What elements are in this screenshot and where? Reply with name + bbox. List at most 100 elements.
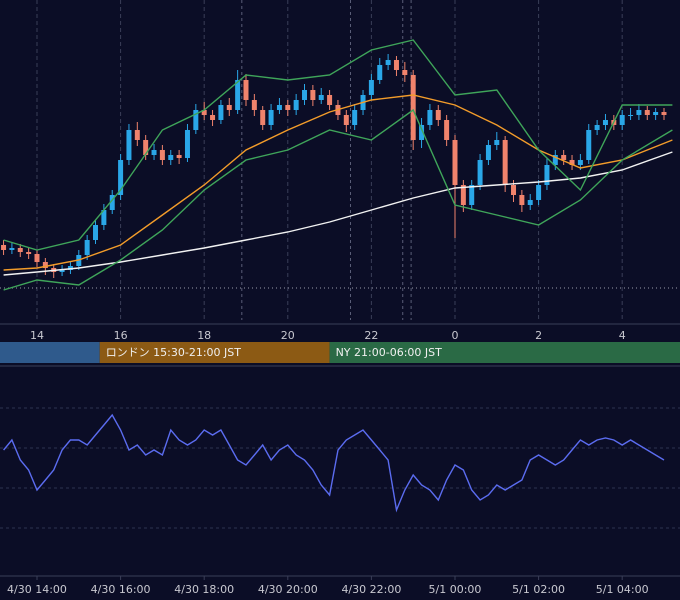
candle-body [243, 80, 249, 100]
candle-body [502, 140, 508, 185]
candle-body [410, 75, 416, 140]
candle-body [427, 110, 433, 125]
candle-body [143, 140, 149, 155]
candle-body [159, 150, 165, 160]
candle-body [435, 110, 441, 120]
x-tick-label: 4/30 14:00 [7, 583, 67, 596]
candle-body [42, 262, 48, 268]
x-tick-label: 16 [114, 329, 128, 342]
line-series [3, 39, 673, 251]
candle-body [251, 100, 257, 110]
candle-body [318, 95, 324, 100]
candle-body [536, 185, 542, 200]
x-tick-label: 4/30 22:00 [341, 583, 401, 596]
candle-body [653, 112, 659, 115]
candle-body [644, 110, 650, 115]
candle-body [460, 185, 466, 205]
candle-body [293, 100, 299, 110]
candle-body [569, 160, 575, 165]
candle-body [109, 195, 115, 210]
candle-body [210, 115, 216, 120]
candle-body [636, 110, 642, 115]
session-band [99, 342, 330, 363]
candle-body [594, 125, 600, 130]
candle-body [661, 112, 667, 115]
candle-body [619, 115, 625, 125]
candle-body [218, 105, 224, 120]
x-tick-label: 4 [619, 329, 626, 342]
candle-body [260, 110, 266, 125]
candle-body [168, 155, 174, 160]
candle-body [561, 155, 567, 160]
x-tick-label: 0 [451, 329, 458, 342]
candle-body [84, 240, 90, 255]
candle-body [586, 130, 592, 160]
candle-body [17, 248, 23, 252]
x-tick-label: 14 [30, 329, 44, 342]
line-series [3, 413, 665, 513]
candle-body [552, 155, 558, 165]
line-series [3, 108, 673, 291]
candle-body [134, 130, 140, 140]
candle-body [419, 125, 425, 140]
candle-body [1, 245, 7, 250]
candle-body [519, 195, 525, 205]
candle-body [485, 145, 491, 160]
candle-body [393, 60, 399, 70]
x-tick-label: 4/30 16:00 [91, 583, 151, 596]
candle-body [101, 210, 107, 225]
x-tick-label: 5/1 04:00 [596, 583, 649, 596]
x-tick-label: 20 [281, 329, 295, 342]
candle-body [494, 140, 500, 145]
x-tick-label: 2 [535, 329, 542, 342]
candle-body [201, 110, 207, 115]
candle-body [193, 110, 199, 130]
candle-body [285, 105, 291, 110]
candle-body [34, 254, 40, 262]
candle-body [235, 80, 241, 110]
candle-body [184, 130, 190, 158]
x-tick-label: 4/30 18:00 [174, 583, 234, 596]
x-tick-label: 22 [364, 329, 378, 342]
candle-body [302, 90, 308, 100]
candle-body [452, 140, 458, 185]
candle-body [368, 80, 374, 95]
candle-body [343, 115, 349, 125]
candle-body [477, 160, 483, 185]
candle-body [126, 130, 132, 160]
candle-body [385, 60, 391, 65]
candle-body [327, 95, 333, 105]
session-label: NY 21:00-06:00 JST [336, 346, 443, 359]
candle-body [226, 105, 232, 110]
candle-body [544, 165, 550, 185]
line-series [3, 94, 673, 271]
session-label: ロンドン 15:30-21:00 JST [106, 346, 242, 359]
candle-body [268, 110, 274, 125]
candle-body [402, 70, 408, 75]
candle-body [377, 65, 383, 80]
candle-body [527, 200, 533, 205]
x-tick-label: 5/1 00:00 [429, 583, 482, 596]
candle-body [628, 115, 634, 116]
candle-body [444, 120, 450, 140]
candle-body [9, 248, 15, 250]
candle-body [59, 270, 65, 272]
x-tick-label: 5/1 02:00 [512, 583, 565, 596]
x-tick-label: 4/30 20:00 [258, 583, 318, 596]
session-band [329, 342, 680, 363]
x-tick-label: 18 [197, 329, 211, 342]
candle-body [176, 155, 182, 158]
candle-body [310, 90, 316, 100]
candle-body [151, 150, 157, 155]
candle-body [118, 160, 124, 195]
candle-body [602, 120, 608, 125]
candle-body [93, 225, 99, 240]
candle-body [469, 185, 475, 205]
line-series [3, 151, 673, 276]
candle-body [577, 160, 583, 165]
candle-body [352, 110, 358, 125]
session-band [0, 342, 100, 363]
